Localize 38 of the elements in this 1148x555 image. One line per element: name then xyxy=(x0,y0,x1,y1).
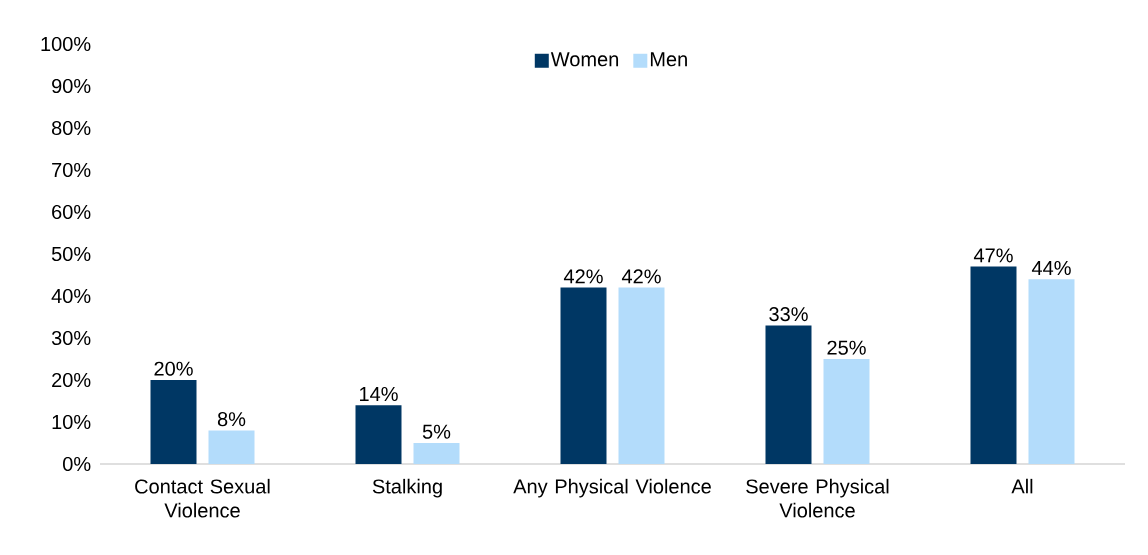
data-label: 42% xyxy=(621,269,661,284)
y-tick-label: 50% xyxy=(51,246,91,262)
bar xyxy=(413,443,460,464)
bar xyxy=(150,380,197,464)
bar xyxy=(765,325,812,464)
legend-label: Women xyxy=(550,52,619,67)
y-tick-label: 70% xyxy=(52,162,91,178)
y-tick-label: 0% xyxy=(63,456,91,472)
x-tick-label: Stalking xyxy=(372,478,442,498)
data-label: 44% xyxy=(1031,261,1071,276)
y-tick-label: 40% xyxy=(51,288,91,304)
y-tick-label: 30% xyxy=(51,330,91,346)
bar xyxy=(355,405,402,464)
x-tick-label: Severe Physical Violence xyxy=(746,478,889,518)
data-label: 8% xyxy=(217,412,246,427)
bar xyxy=(208,430,255,464)
data-label: 5% xyxy=(422,424,451,439)
y-tick-label: 90% xyxy=(52,78,91,94)
legend-label: Men xyxy=(650,52,687,67)
x-tick-label: Contact Sexual Violence xyxy=(135,478,270,518)
x-tick-label: All xyxy=(1011,478,1033,494)
data-label: 14% xyxy=(360,387,398,402)
data-label: 47% xyxy=(973,248,1013,263)
bar xyxy=(970,266,1017,464)
data-label: 42% xyxy=(563,269,603,284)
bar xyxy=(618,287,665,464)
data-label: 25% xyxy=(827,340,866,355)
x-tick-label: Any Physical Violence xyxy=(513,478,711,498)
bar xyxy=(560,287,607,464)
data-label: 33% xyxy=(769,307,808,322)
bar xyxy=(823,359,870,464)
y-tick-label: 80% xyxy=(51,120,91,136)
y-tick-label: 20% xyxy=(52,372,91,388)
y-tick-label: 60% xyxy=(52,204,91,220)
bar xyxy=(1028,279,1075,464)
data-label: 20% xyxy=(154,361,193,376)
y-tick-label: 100% xyxy=(41,36,91,52)
y-tick-label: 10% xyxy=(52,414,91,430)
